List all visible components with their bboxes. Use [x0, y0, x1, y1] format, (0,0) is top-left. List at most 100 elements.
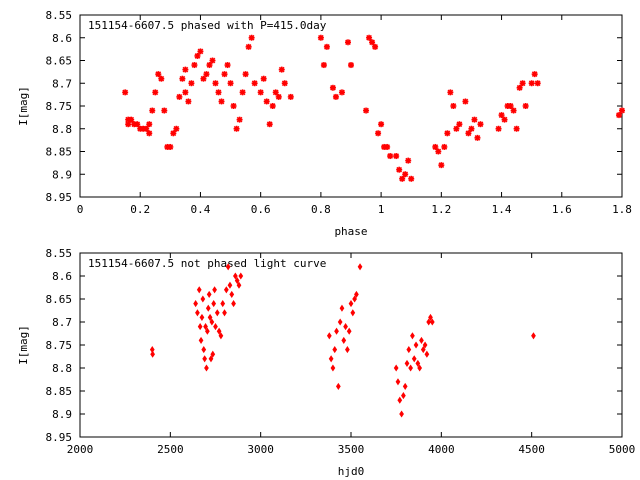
- data-point: [167, 143, 174, 150]
- data-point: [326, 332, 332, 340]
- data-series: [149, 263, 536, 418]
- data-point: [344, 39, 351, 46]
- data-point: [354, 290, 359, 298]
- data-point: [269, 103, 276, 109]
- data-point: [406, 346, 412, 354]
- data-point: [278, 66, 285, 73]
- data-point: [334, 327, 339, 335]
- data-point: [207, 313, 213, 321]
- chart-title: 151154-6607.5 not phased light curve: [88, 257, 326, 270]
- data-point: [205, 327, 210, 335]
- data-point: [404, 359, 410, 367]
- x-tick-label: 1.8: [612, 203, 632, 216]
- data-point: [330, 364, 336, 372]
- y-tick-label: 8.7: [52, 77, 72, 90]
- x-tick-label: 3500: [338, 443, 365, 456]
- y-tick-label: 8.75: [46, 100, 73, 113]
- data-point: [346, 327, 352, 335]
- data-point: [209, 57, 216, 64]
- data-point: [200, 75, 207, 82]
- data-point: [143, 125, 150, 132]
- data-point: [341, 336, 347, 344]
- x-tick-label: 1.4: [492, 203, 512, 216]
- data-point: [287, 93, 294, 100]
- data-point: [199, 313, 205, 321]
- y-tick-label: 8.9: [52, 408, 72, 421]
- data-point: [510, 107, 517, 114]
- data-point: [150, 350, 155, 358]
- data-point: [477, 121, 484, 128]
- data-point: [339, 304, 345, 312]
- x-tick-label: 0.2: [130, 203, 150, 216]
- data-point: [378, 121, 385, 128]
- data-point: [176, 93, 183, 100]
- data-point: [202, 355, 208, 363]
- data-point: [399, 410, 404, 418]
- data-point: [429, 318, 435, 326]
- data-point: [348, 300, 354, 308]
- data-point: [402, 171, 409, 178]
- data-point: [401, 392, 406, 400]
- data-point: [122, 89, 129, 96]
- data-point: [203, 71, 210, 78]
- data-point: [471, 116, 478, 123]
- data-point: [158, 75, 165, 82]
- data-point: [348, 62, 354, 69]
- data-point: [444, 130, 451, 137]
- data-point: [393, 364, 399, 372]
- data-point: [501, 116, 508, 123]
- data-point: [408, 175, 415, 182]
- data-point: [320, 62, 327, 69]
- data-point: [343, 323, 348, 331]
- y-tick-label: 8.6: [52, 270, 72, 283]
- data-point: [182, 66, 189, 73]
- data-point: [236, 116, 243, 123]
- unphased-light-curve-panel: 2000 2500 3000 3500 4000 4500 5000 8.55 8.6 8.65 8…: [17, 247, 635, 478]
- data-point: [495, 125, 502, 132]
- data-point: [185, 98, 192, 105]
- data-point: [170, 130, 177, 137]
- data-point: [213, 323, 218, 331]
- data-point: [198, 336, 204, 344]
- data-point: [411, 355, 417, 363]
- data-point: [332, 93, 339, 100]
- data-point: [239, 89, 246, 96]
- y-tick-label: 8.8: [52, 362, 72, 375]
- data-point: [173, 125, 180, 132]
- data-point: [206, 62, 213, 69]
- data-point: [227, 80, 234, 87]
- x-tick-label: 0.6: [251, 203, 271, 216]
- data-point: [200, 295, 206, 303]
- data-point: [384, 143, 391, 150]
- data-point: [419, 336, 424, 344]
- data-point: [216, 327, 222, 335]
- data-point: [210, 350, 216, 358]
- data-point: [205, 304, 211, 312]
- data-point: [214, 309, 220, 317]
- data-point: [245, 43, 252, 50]
- data-point: [456, 121, 463, 128]
- data-point: [211, 300, 217, 308]
- data-point: [242, 71, 249, 78]
- data-point: [528, 80, 535, 87]
- data-point: [233, 125, 240, 132]
- data-point: [128, 116, 135, 123]
- data-point: [204, 364, 209, 372]
- data-point: [438, 162, 445, 169]
- data-point: [408, 364, 413, 372]
- data-point: [146, 130, 153, 137]
- x-axis-label: phase: [334, 225, 367, 238]
- data-point: [234, 277, 240, 285]
- data-point: [223, 286, 229, 294]
- data-point: [212, 286, 217, 294]
- phased-light-curve-panel: 0 0.2 0.4 0.6 0.8 1 1.2 1.4 1.6 1.8 8.55 8.6 8.65 8.7…: [17, 9, 632, 238]
- data-point: [317, 34, 324, 41]
- data-point: [369, 39, 376, 46]
- data-point: [387, 153, 394, 160]
- x-tick-label: 1: [378, 203, 385, 216]
- data-point: [231, 300, 236, 308]
- data-point: [146, 121, 153, 128]
- data-point: [206, 290, 212, 298]
- data-point: [328, 355, 334, 363]
